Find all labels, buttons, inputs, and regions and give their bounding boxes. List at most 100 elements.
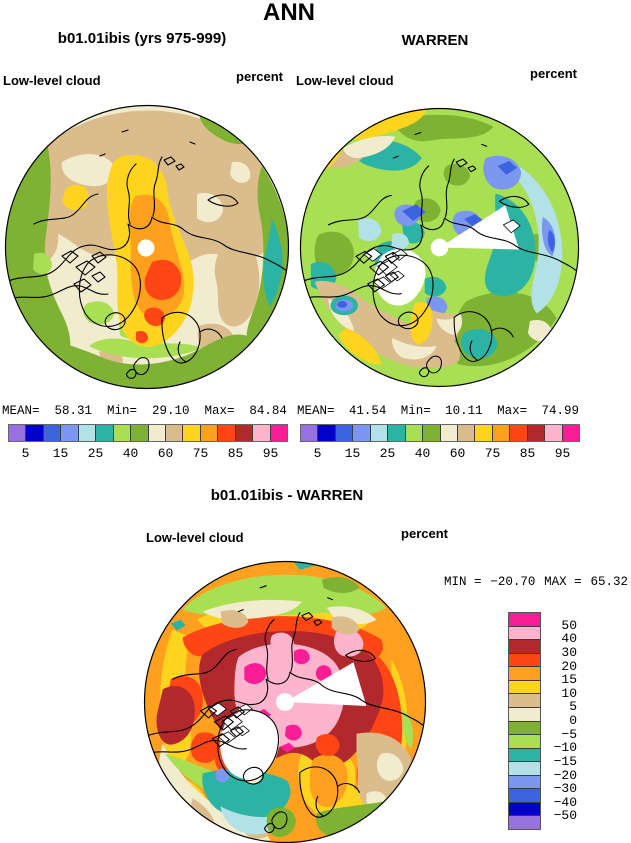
colorbar-cell <box>78 425 97 441</box>
colorbar-cell <box>353 425 371 441</box>
model-units-label: percent <box>236 69 283 84</box>
colorbar-cell <box>423 425 441 441</box>
colorbar-cell <box>218 425 236 441</box>
diff-map <box>143 560 427 843</box>
obs-stats: MEAN= 41.54 Min= 10.11 Max= 74.99 <box>297 404 579 418</box>
colorbar-cell <box>509 680 540 695</box>
colorbar-tick-label: 0 <box>569 713 577 728</box>
colorbar-cell <box>457 425 476 441</box>
colorbar-tick-label: 5 <box>21 446 30 461</box>
missing-data-greenland <box>220 710 280 780</box>
colorbar-cell <box>148 425 166 441</box>
max-label: MAX = <box>544 575 582 589</box>
model-map-fill <box>5 105 289 389</box>
colorbar-cell <box>509 613 540 627</box>
colorbar-tick-label: 40 <box>414 446 431 461</box>
colorbar-cell <box>509 748 540 763</box>
colorbar-cell <box>509 816 540 829</box>
diff-map-fill <box>144 561 426 843</box>
diff-minmax: MIN = −20.70 MAX = 65.32 <box>444 575 628 589</box>
model-field-label: Low-level cloud <box>3 73 101 88</box>
max-value: 74.99 <box>541 404 579 418</box>
model-colorbar <box>8 424 288 442</box>
min-value: −20.70 <box>490 575 536 589</box>
obs-colorbar-ticks: 5 15 25 40 60 75 85 95 <box>300 446 580 462</box>
colorbar-cell <box>200 425 219 441</box>
missing-data-wedge <box>285 662 367 706</box>
obs-field-label: Low-level cloud <box>296 73 394 88</box>
min-value: 29.10 <box>151 404 190 418</box>
pole-dot <box>137 239 155 257</box>
colorbar-tick-label: 85 <box>519 446 536 461</box>
colorbar-cell <box>301 425 319 441</box>
max-value: 84.84 <box>249 404 287 418</box>
colorbar-tick-label: 75 <box>484 446 501 461</box>
page-title: ANN <box>263 0 315 26</box>
colorbar-cell <box>509 653 540 668</box>
model-panel-title: b01.01ibis (yrs 975-999) <box>57 30 227 47</box>
min-label: MIN = <box>444 575 482 589</box>
colorbar-cell <box>335 425 354 441</box>
colorbar-cell <box>131 425 149 441</box>
colorbar-cell <box>509 694 540 708</box>
colorbar-cell <box>96 425 114 441</box>
diff-colorbar-ticks: 50 40 30 20 15 10 5 0 −5 −10 −15 −20 −30 −40 −50 <box>545 612 577 830</box>
colorbar-cell <box>492 425 511 441</box>
colorbar-tick-label: 20 <box>561 658 577 674</box>
colorbar-cell <box>9 425 27 441</box>
min-value: 10.11 <box>445 404 483 418</box>
missing-data-wedge <box>439 205 520 250</box>
colorbar-cell <box>509 802 540 817</box>
colorbar-tick-label: 15 <box>52 446 69 461</box>
colorbar-cell <box>113 425 132 441</box>
max-value: 65.32 <box>590 575 628 589</box>
obs-colorbar <box>300 424 580 442</box>
diff-panel-title: b01.01ibis - WARREN <box>210 487 364 504</box>
colorbar-tick-label: 5 <box>313 446 322 461</box>
colorbar-tick-label: −50 <box>553 808 577 824</box>
colorbar-cell <box>509 789 540 803</box>
colorbar-tick-label: −40 <box>553 794 577 810</box>
colorbar-tick-label: 10 <box>561 685 577 701</box>
colorbar-cell <box>61 425 79 441</box>
colorbar-cell <box>253 425 271 441</box>
colorbar-cell <box>509 762 540 776</box>
colorbar-cell <box>318 425 336 441</box>
model-colorbar-ticks: 5 15 25 40 60 75 85 95 <box>8 446 288 462</box>
colorbar-cell <box>270 425 287 441</box>
diff-field-label: Low-level cloud <box>146 530 244 545</box>
map-rim <box>4 104 290 390</box>
colorbar-cell <box>527 425 546 441</box>
colorbar-tick-label: −15 <box>553 753 577 769</box>
pole-dot <box>430 238 449 257</box>
max-label: Max= <box>497 404 528 418</box>
obs-map-fill <box>300 108 579 387</box>
colorbar-tick-label: 25 <box>87 446 104 461</box>
colorbar-tick-label: 5 <box>569 699 577 715</box>
diff-units-label: percent <box>401 526 448 541</box>
colorbar-cell <box>510 425 528 441</box>
colorbar-cell <box>440 425 458 441</box>
colorbar-tick-label: −5 <box>561 726 577 742</box>
colorbar-cell <box>26 425 44 441</box>
map-rim <box>299 107 580 388</box>
min-label: Min= <box>106 404 137 418</box>
colorbar-cell <box>545 425 563 441</box>
colorbar-tick-label: 40 <box>122 446 139 461</box>
colorbar-tick-label: 60 <box>157 446 174 461</box>
colorbar-tick-label: 15 <box>561 672 577 688</box>
min-label: Min= <box>400 404 431 418</box>
colorbar-tick-label: 30 <box>561 644 577 660</box>
colorbar-cell <box>475 425 493 441</box>
colorbar-cell <box>509 775 540 790</box>
colorbar-cell <box>509 640 540 654</box>
colorbar-cell <box>562 425 579 441</box>
mean-value: 58.31 <box>54 404 92 418</box>
colorbar-cell <box>43 425 62 441</box>
colorbar-cell <box>235 425 254 441</box>
colorbar-tick-label: 85 <box>227 446 244 461</box>
colorbar-tick-label: 95 <box>262 446 279 461</box>
colorbar-cell <box>509 735 540 749</box>
obs-map <box>299 107 580 388</box>
diff-colorbar <box>508 612 541 830</box>
